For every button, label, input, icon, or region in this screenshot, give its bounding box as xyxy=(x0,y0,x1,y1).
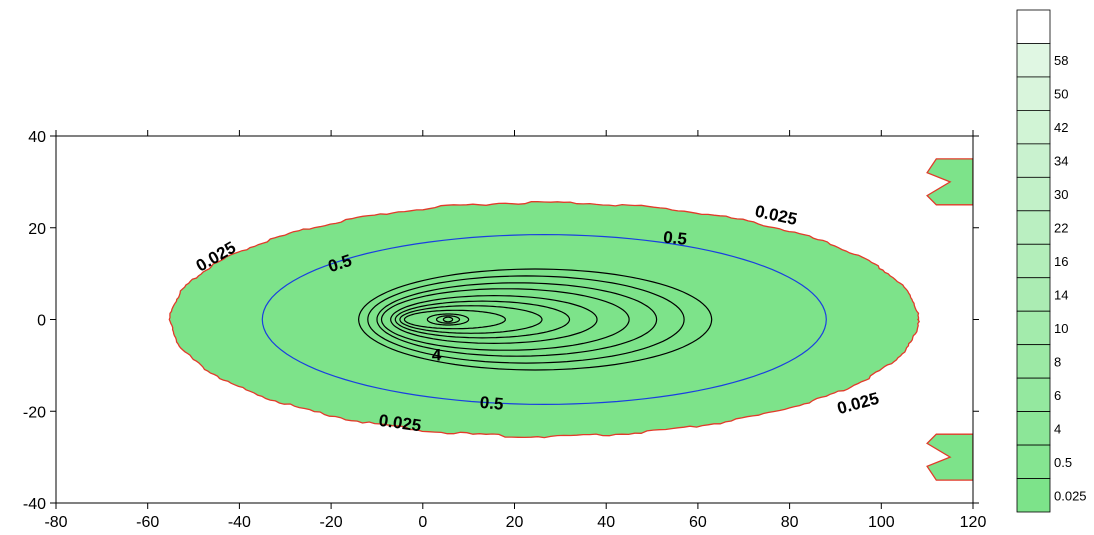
colorbar-label-8: 10 xyxy=(1054,321,1068,336)
colorbar-swatch-7 xyxy=(1016,243,1051,279)
colorbar-swatch-13 xyxy=(1016,444,1051,479)
x-tick-label-1: -60 xyxy=(136,514,159,531)
contour-line-11 xyxy=(436,315,461,324)
colorbar-label-3: 34 xyxy=(1054,154,1068,169)
colorbar-swatch-0 xyxy=(1016,9,1051,44)
colorbar-swatch-1 xyxy=(1016,43,1051,78)
x-tick-label-4: 0 xyxy=(418,514,427,531)
contour-line-6 xyxy=(390,294,598,345)
x-tick-label-6: 40 xyxy=(597,514,615,531)
x-tick-label-0: -80 xyxy=(44,514,67,531)
contour-label-7: 4 xyxy=(432,346,442,365)
colorbar: 58 50 42 34 30 22 16 14 10 8 6 4 0.5 0.025 xyxy=(1016,9,1087,513)
colorbar-label-10: 6 xyxy=(1054,388,1061,403)
colorbar-label-11: 4 xyxy=(1054,421,1061,436)
y-tick-label-1: -20 xyxy=(23,404,46,421)
colorbar-label-1: 50 xyxy=(1054,87,1068,102)
x-tick-label-5: 20 xyxy=(506,514,524,531)
colorbar-label-12: 0.5 xyxy=(1054,455,1072,470)
colorbar-swatch-4 xyxy=(1016,143,1051,178)
colorbar-swatch-10 xyxy=(1016,344,1051,379)
colorbar-label-0: 58 xyxy=(1054,53,1068,68)
colorbar-label-9: 8 xyxy=(1054,354,1061,369)
colorbar-swatch-3 xyxy=(1016,110,1051,145)
edge-lobe-1 xyxy=(926,433,973,481)
x-tick-label-7: 60 xyxy=(689,514,707,531)
contour-line-0 xyxy=(168,201,920,439)
colorbar-swatch-6 xyxy=(1016,210,1051,245)
colorbar-swatch-8 xyxy=(1016,277,1051,312)
colorbar-label-7: 14 xyxy=(1054,287,1068,302)
contour-line-4 xyxy=(376,282,658,357)
x-tick-label-9: 100 xyxy=(868,514,895,531)
contour-lines xyxy=(168,201,920,439)
x-tick-label-3: -20 xyxy=(320,514,343,531)
contour-line-8 xyxy=(399,305,543,334)
colorbar-swatch-11 xyxy=(1016,377,1051,412)
colorbar-swatch-2 xyxy=(1016,76,1051,111)
contour-line-9 xyxy=(403,309,506,330)
colorbar-swatch-12 xyxy=(1016,411,1051,446)
contour-line-7 xyxy=(394,300,571,339)
contour-label-6: 0.5 xyxy=(479,393,504,414)
contour-fill-0 xyxy=(169,201,920,438)
y-tick-label-2: 0 xyxy=(37,313,46,330)
colorbar-swatch-5 xyxy=(1016,176,1051,212)
x-tick-label-10: 120 xyxy=(960,514,987,531)
colorbar-swatch-14 xyxy=(1016,478,1051,513)
contour-line-5 xyxy=(380,288,630,351)
colorbar-label-5: 22 xyxy=(1054,221,1068,236)
y-tick-label-4: 40 xyxy=(28,129,46,146)
contour-line-1 xyxy=(261,233,827,406)
plot-area xyxy=(168,158,973,481)
x-tick-label-2: -40 xyxy=(228,514,251,531)
axes: -80 -60 -40 -20 0 20 40 60 80 100 120 -40 -20 0 20 40 xyxy=(23,129,987,531)
colorbar-label-13: 0.025 xyxy=(1054,488,1087,503)
edge-lobe-0 xyxy=(926,158,973,206)
colorbar-label-4: 30 xyxy=(1054,187,1068,202)
contour-line-3 xyxy=(367,275,685,364)
colorbar-label-6: 16 xyxy=(1054,254,1068,269)
colorbar-label-2: 42 xyxy=(1054,120,1068,135)
colorbar-swatch-9 xyxy=(1016,310,1051,346)
y-tick-label-0: -40 xyxy=(23,496,46,513)
contour-line-12 xyxy=(442,316,454,323)
contour-label-5: 0.5 xyxy=(662,228,687,249)
x-tick-label-8: 80 xyxy=(781,514,799,531)
y-tick-label-3: 20 xyxy=(28,221,46,238)
fill-layer xyxy=(169,158,973,481)
contour-line-2 xyxy=(357,268,713,371)
contour-line-10 xyxy=(426,313,470,326)
